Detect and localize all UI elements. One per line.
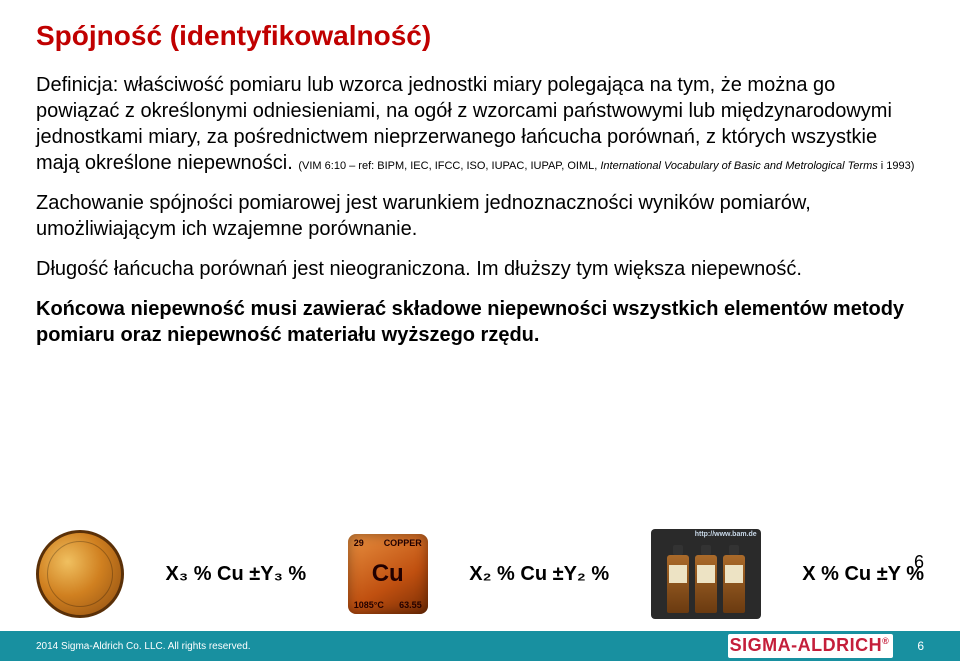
coin-image	[36, 530, 124, 618]
formula-right: X % Cu ±Y %	[802, 563, 924, 586]
reference-citation: (VIM 6:10 – ref: BIPM, IEC, IFCC, ISO, I…	[298, 160, 914, 172]
tile-melting-point: 1085°C	[354, 600, 384, 610]
brand-logo: SIGMA-ALDRICH®	[728, 634, 894, 658]
paragraph-2: Zachowanie spójności pomiarowej jest war…	[36, 190, 924, 242]
tile-weight: 63.55	[399, 600, 422, 610]
page-number: 6	[917, 639, 924, 653]
slide-title: Spójność (identyfikowalność)	[36, 20, 924, 52]
definition-paragraph: Definicja: właściwość pomiaru lub wzorca…	[36, 72, 924, 176]
tile-element-name: COPPER	[384, 538, 422, 548]
brand-name: SIGMA-ALDRICH®	[728, 634, 894, 658]
element-tile: 29 COPPER Cu 1085°C 63.55	[348, 534, 428, 614]
bottles-image: http://www.bam.de	[651, 529, 761, 619]
formula-row: X₃ % Cu ±Y₃ % 29 COPPER Cu 1085°C 63.55 …	[36, 529, 924, 619]
tile-atomic-number: 29	[354, 538, 364, 548]
bottles-url: http://www.bam.de	[695, 531, 757, 538]
definition-text: Definicja: właściwość pomiaru lub wzorca…	[36, 74, 892, 174]
footer: 2014 Sigma-Aldrich Co. LLC. All rights r…	[0, 631, 960, 661]
bottle	[723, 555, 745, 613]
ref-prefix: (VIM 6:10 – ref: BIPM, IEC, IFCC, ISO, I…	[298, 160, 600, 172]
paragraph-4: Końcowa niepewność musi zawierać składow…	[36, 296, 924, 348]
slide: Spójność (identyfikowalność) Definicja: …	[0, 0, 960, 661]
copyright: 2014 Sigma-Aldrich Co. LLC. All rights r…	[36, 641, 251, 652]
bottle	[667, 555, 689, 613]
page-number-upper: 6	[914, 552, 924, 573]
formula-mid: X₂ % Cu ±Y₂ %	[469, 563, 609, 586]
formula-left: X₃ % Cu ±Y₃ %	[166, 563, 307, 586]
bottle	[695, 555, 717, 613]
ref-italic: International Vocabulary of Basic and Me…	[600, 160, 877, 172]
paragraph-3: Długość łańcucha porównań jest nieograni…	[36, 256, 924, 282]
tile-symbol: Cu	[372, 560, 404, 588]
ref-suffix: i 1993)	[878, 160, 915, 172]
